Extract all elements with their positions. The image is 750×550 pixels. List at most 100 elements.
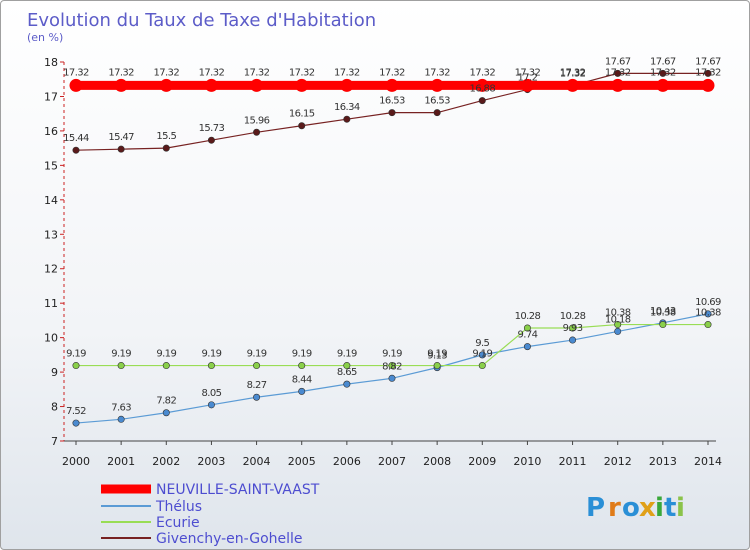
x-tick-label: 2005 (288, 455, 316, 468)
data-label: 9.5 (475, 338, 489, 349)
data-label: 7.52 (66, 406, 86, 417)
y-tick-label: 8 (51, 401, 58, 414)
data-point (340, 78, 354, 92)
data-label: 9.19 (111, 349, 131, 360)
axes: 7 8 9 10 11 12 13 14 15 16 17 18 2000 2001 2002 2003 200… (44, 56, 722, 468)
data-label: 15.44 (63, 133, 89, 144)
data-label: 17.32 (515, 67, 541, 78)
legend-label: Thélus (155, 499, 202, 515)
data-label: 9.19 (66, 349, 86, 360)
series-layer (69, 69, 715, 427)
data-label: 17.67 (650, 56, 676, 67)
data-point (298, 362, 306, 370)
data-point (117, 362, 125, 370)
data-point (569, 324, 577, 332)
data-point (298, 122, 306, 130)
data-label: 8.82 (382, 361, 402, 372)
logo-letter: r (608, 493, 621, 523)
series-ecurie (72, 321, 712, 370)
logo-letter: x (639, 493, 656, 523)
data-point (611, 78, 625, 92)
series-th-lus (72, 310, 712, 427)
data-point (388, 362, 396, 370)
data-label: 15.5 (156, 131, 176, 142)
data-label: 9.74 (517, 330, 537, 341)
data-label: 17.67 (695, 56, 721, 67)
y-tick-label: 14 (44, 194, 58, 207)
data-point (433, 362, 441, 370)
x-tick-label: 2009 (468, 455, 496, 468)
chart-subtitle: (en %) (27, 31, 63, 44)
data-point (162, 144, 170, 152)
data-point (343, 115, 351, 123)
data-label: 15.73 (199, 123, 225, 134)
data-label: 10.43 (650, 306, 676, 317)
data-label: 17.32 (650, 67, 676, 78)
data-label: 17.32 (605, 67, 631, 78)
y-tick-label: 9 (51, 366, 58, 379)
data-point (117, 145, 125, 153)
data-point (207, 362, 215, 370)
data-point (478, 362, 486, 370)
y-tick-label: 18 (44, 56, 58, 69)
data-point (430, 78, 444, 92)
data-point (162, 362, 170, 370)
data-point (72, 362, 80, 370)
data-label: 9.19 (156, 349, 176, 360)
x-tick-label: 2004 (243, 455, 271, 468)
data-point (162, 409, 170, 417)
data-point (614, 321, 622, 329)
series-neuville-saint-vaast (69, 78, 715, 92)
data-point (72, 419, 80, 427)
y-tick-label: 16 (44, 125, 58, 138)
data-point (388, 109, 396, 117)
data-label: 9.19 (247, 349, 267, 360)
data-label: 17.32 (63, 67, 89, 78)
data-label: 17.32 (424, 67, 450, 78)
logo-letter: i (676, 493, 685, 523)
data-label: 8.44 (292, 374, 312, 385)
logo-letter: i (655, 493, 664, 523)
data-labels-layer: 7.52 7.637.828.058.278.448.658.829.139.59… (63, 56, 721, 417)
x-tick-label: 2002 (152, 455, 180, 468)
data-point (520, 78, 534, 92)
data-point (207, 401, 215, 409)
data-point (659, 69, 667, 77)
y-tick-label: 12 (44, 263, 58, 276)
data-label: 17.32 (108, 67, 134, 78)
data-point (114, 78, 128, 92)
data-point (704, 321, 712, 329)
y-tick-label: 7 (51, 435, 58, 448)
legend-label: Givenchy-en-Gohelle (156, 531, 303, 547)
data-label: 16.34 (334, 102, 360, 113)
data-label: 10.28 (560, 311, 586, 322)
data-label: 9.19 (427, 349, 447, 360)
data-point (250, 78, 264, 92)
data-label: 9.13 (427, 351, 447, 362)
data-point (343, 380, 351, 388)
data-label: 9.19 (292, 349, 312, 360)
data-point (253, 362, 261, 370)
data-label: 17.32 (469, 67, 495, 78)
data-point (207, 136, 215, 144)
data-label: 9.19 (337, 349, 357, 360)
x-tick-label: 2012 (604, 455, 632, 468)
x-tick-label: 2011 (559, 455, 587, 468)
data-point (298, 387, 306, 395)
data-label: 17.32 (379, 67, 405, 78)
legend-label: Ecurie (156, 515, 200, 531)
data-label: 16.53 (379, 96, 405, 107)
data-point (704, 69, 712, 77)
data-label: 9.19 (201, 349, 221, 360)
x-tick-label: 2014 (694, 455, 722, 468)
data-label: 17.32 (560, 68, 586, 79)
data-point (72, 146, 80, 154)
data-label: 10.28 (515, 311, 541, 322)
data-label: 17.67 (605, 56, 631, 67)
x-tick-label: 2003 (197, 455, 225, 468)
y-tick-label: 10 (44, 332, 58, 345)
data-label: 10.38 (650, 308, 676, 319)
data-label: 9.19 (382, 349, 402, 360)
